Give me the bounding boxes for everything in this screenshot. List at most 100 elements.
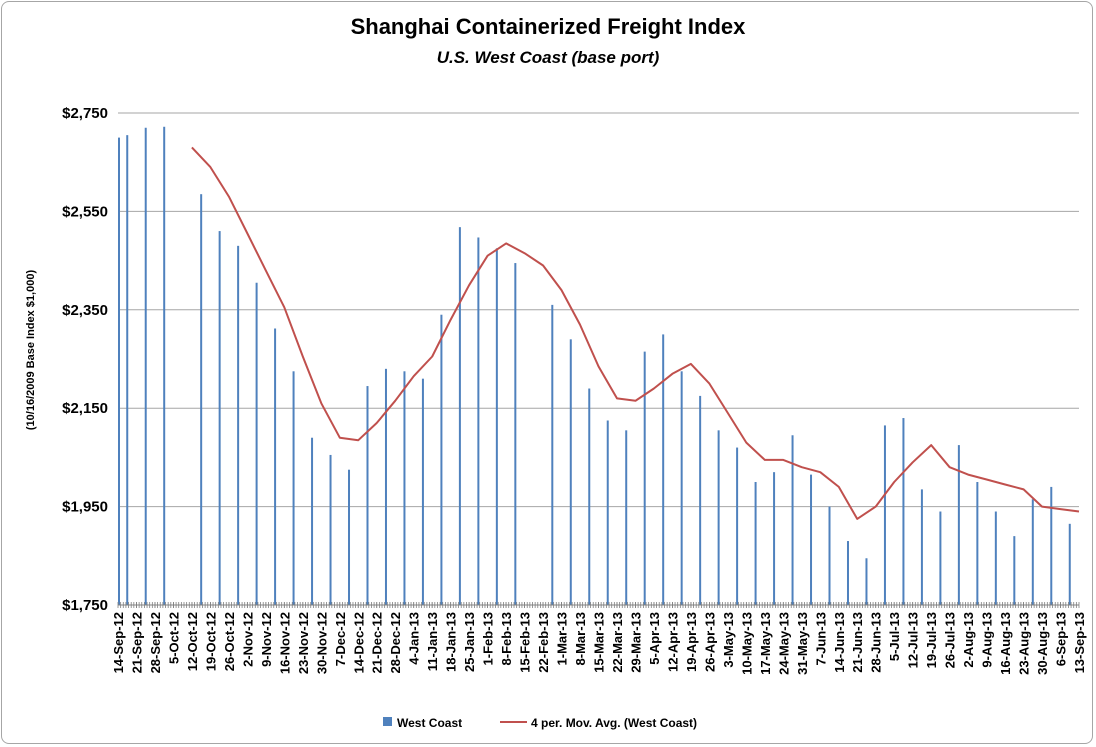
bar [311,437,314,605]
x-tick-label: 4-Jan-13 [407,612,422,665]
x-tick-label: 8-Mar-13 [573,612,588,665]
x-tick-label: 12-Jul-13 [906,612,921,668]
x-tick-label: 9-Nov-12 [259,612,274,667]
bar [348,469,351,605]
x-tick-label: 18-Jan-13 [444,612,459,672]
bar [403,371,406,605]
bar [366,386,369,605]
bar [1013,536,1016,605]
x-tick-label: 10-May-13 [739,612,754,675]
x-tick-label: 22-Feb-13 [536,612,551,673]
bar [200,194,203,605]
y-tick-label: $1,750 [62,597,108,614]
bar [902,418,905,605]
bar [883,425,886,605]
x-tick-label: 16-Aug-13 [998,612,1013,675]
bar [828,506,831,605]
x-tick-label: 23-Aug-13 [1017,612,1032,675]
x-tick-label: 15-Mar-13 [592,612,607,673]
x-tick-label: 1-Mar-13 [555,612,570,665]
bar [126,135,129,605]
x-tick-label: 14-Jun-13 [832,612,847,673]
legend-line-label: 4 per. Mov. Avg. (West Coast) [531,716,697,730]
y-tick-label: $1,950 [62,499,108,516]
x-tick-label: 30-Aug-13 [1035,612,1050,675]
bar [237,245,240,605]
bar [606,420,609,605]
bar [662,334,665,605]
bar [920,489,923,605]
x-tick-label: 30-Nov-12 [314,612,329,674]
x-tick-label: 14-Dec-12 [351,612,366,673]
bar [440,314,443,605]
x-tick-label: 19-Apr-13 [684,612,699,672]
x-tick-label: 21-Jun-13 [850,612,865,673]
x-tick-label: 21-Sep-12 [129,612,144,673]
bar [588,388,591,605]
bar [163,126,166,605]
bar [514,263,517,605]
x-tick-label: 22-Mar-13 [610,612,625,673]
x-tick-label: 6-Sep-13 [1054,612,1069,666]
x-axis [117,602,1080,608]
bar [329,454,332,605]
x-axis-ticks: 14-Sep-12 21-Sep-12 28-Sep-12 5-Oct-12 12-Oc… [111,612,1087,675]
bar [1031,499,1034,605]
y-tick-label: $2,550 [62,203,108,220]
x-tick-label: 23-Nov-12 [296,612,311,674]
x-tick-label: 24-May-13 [776,612,791,675]
bar [569,339,572,605]
x-tick-label: 5-Oct-12 [166,612,181,664]
x-tick-label: 29-Mar-13 [628,612,643,673]
x-tick-label: 13-Sep-13 [1072,612,1087,673]
bar [717,430,720,605]
bar [643,351,646,605]
x-tick-label: 14-Sep-12 [111,612,126,673]
bar [994,511,997,605]
x-tick-label: 16-Nov-12 [277,612,292,674]
x-tick-label: 1-Feb-13 [481,612,496,665]
x-tick-label: 2-Aug-13 [961,612,976,668]
bar [292,371,295,605]
bar [421,378,424,605]
bar [957,445,960,605]
line-series-moving-average [191,146,1080,520]
x-tick-label: 28-Sep-12 [148,612,163,673]
bar [477,237,480,605]
x-tick-label: 2-Nov-12 [240,612,255,667]
bar [846,541,849,605]
bar [1050,486,1053,605]
y-tick-label: $2,350 [62,302,108,319]
bar [754,482,757,605]
bar-series-west-coast [118,126,1071,606]
x-tick-label: 31-May-13 [795,612,810,675]
x-tick-label: 3-May-13 [721,612,736,668]
x-tick-label: 19-Oct-12 [203,612,218,671]
x-tick-label: 28-Dec-12 [388,612,403,673]
legend-bar-swatch [383,717,392,726]
y-tick-label: $2,150 [62,400,108,417]
chart-title: Shanghai Containerized Freight Index [351,14,747,39]
x-tick-label: 19-Jul-13 [924,612,939,668]
x-tick-label: 8-Feb-13 [499,612,514,665]
bar [810,474,813,605]
y-tick-label: $2,750 [62,105,108,122]
bar [255,282,258,605]
bar [495,248,498,606]
bar [144,127,147,605]
bar [736,447,739,605]
chart-subtitle: U.S. West Coast (base port) [437,48,660,67]
bar [118,137,120,605]
x-tick-label: 26-Jul-13 [943,612,958,668]
y-axis-title: (10/16/2009 Base Index $1,000) [25,270,37,431]
x-tick-label: 26-Apr-13 [702,612,717,672]
x-tick-label: 21-Dec-12 [370,612,385,673]
x-tick-label: 17-May-13 [758,612,773,675]
moving-average-line [191,146,1080,520]
x-tick-label: 7-Dec-12 [333,612,348,666]
bar [625,430,628,605]
bar [865,558,868,605]
x-tick-label: 15-Feb-13 [518,612,533,673]
